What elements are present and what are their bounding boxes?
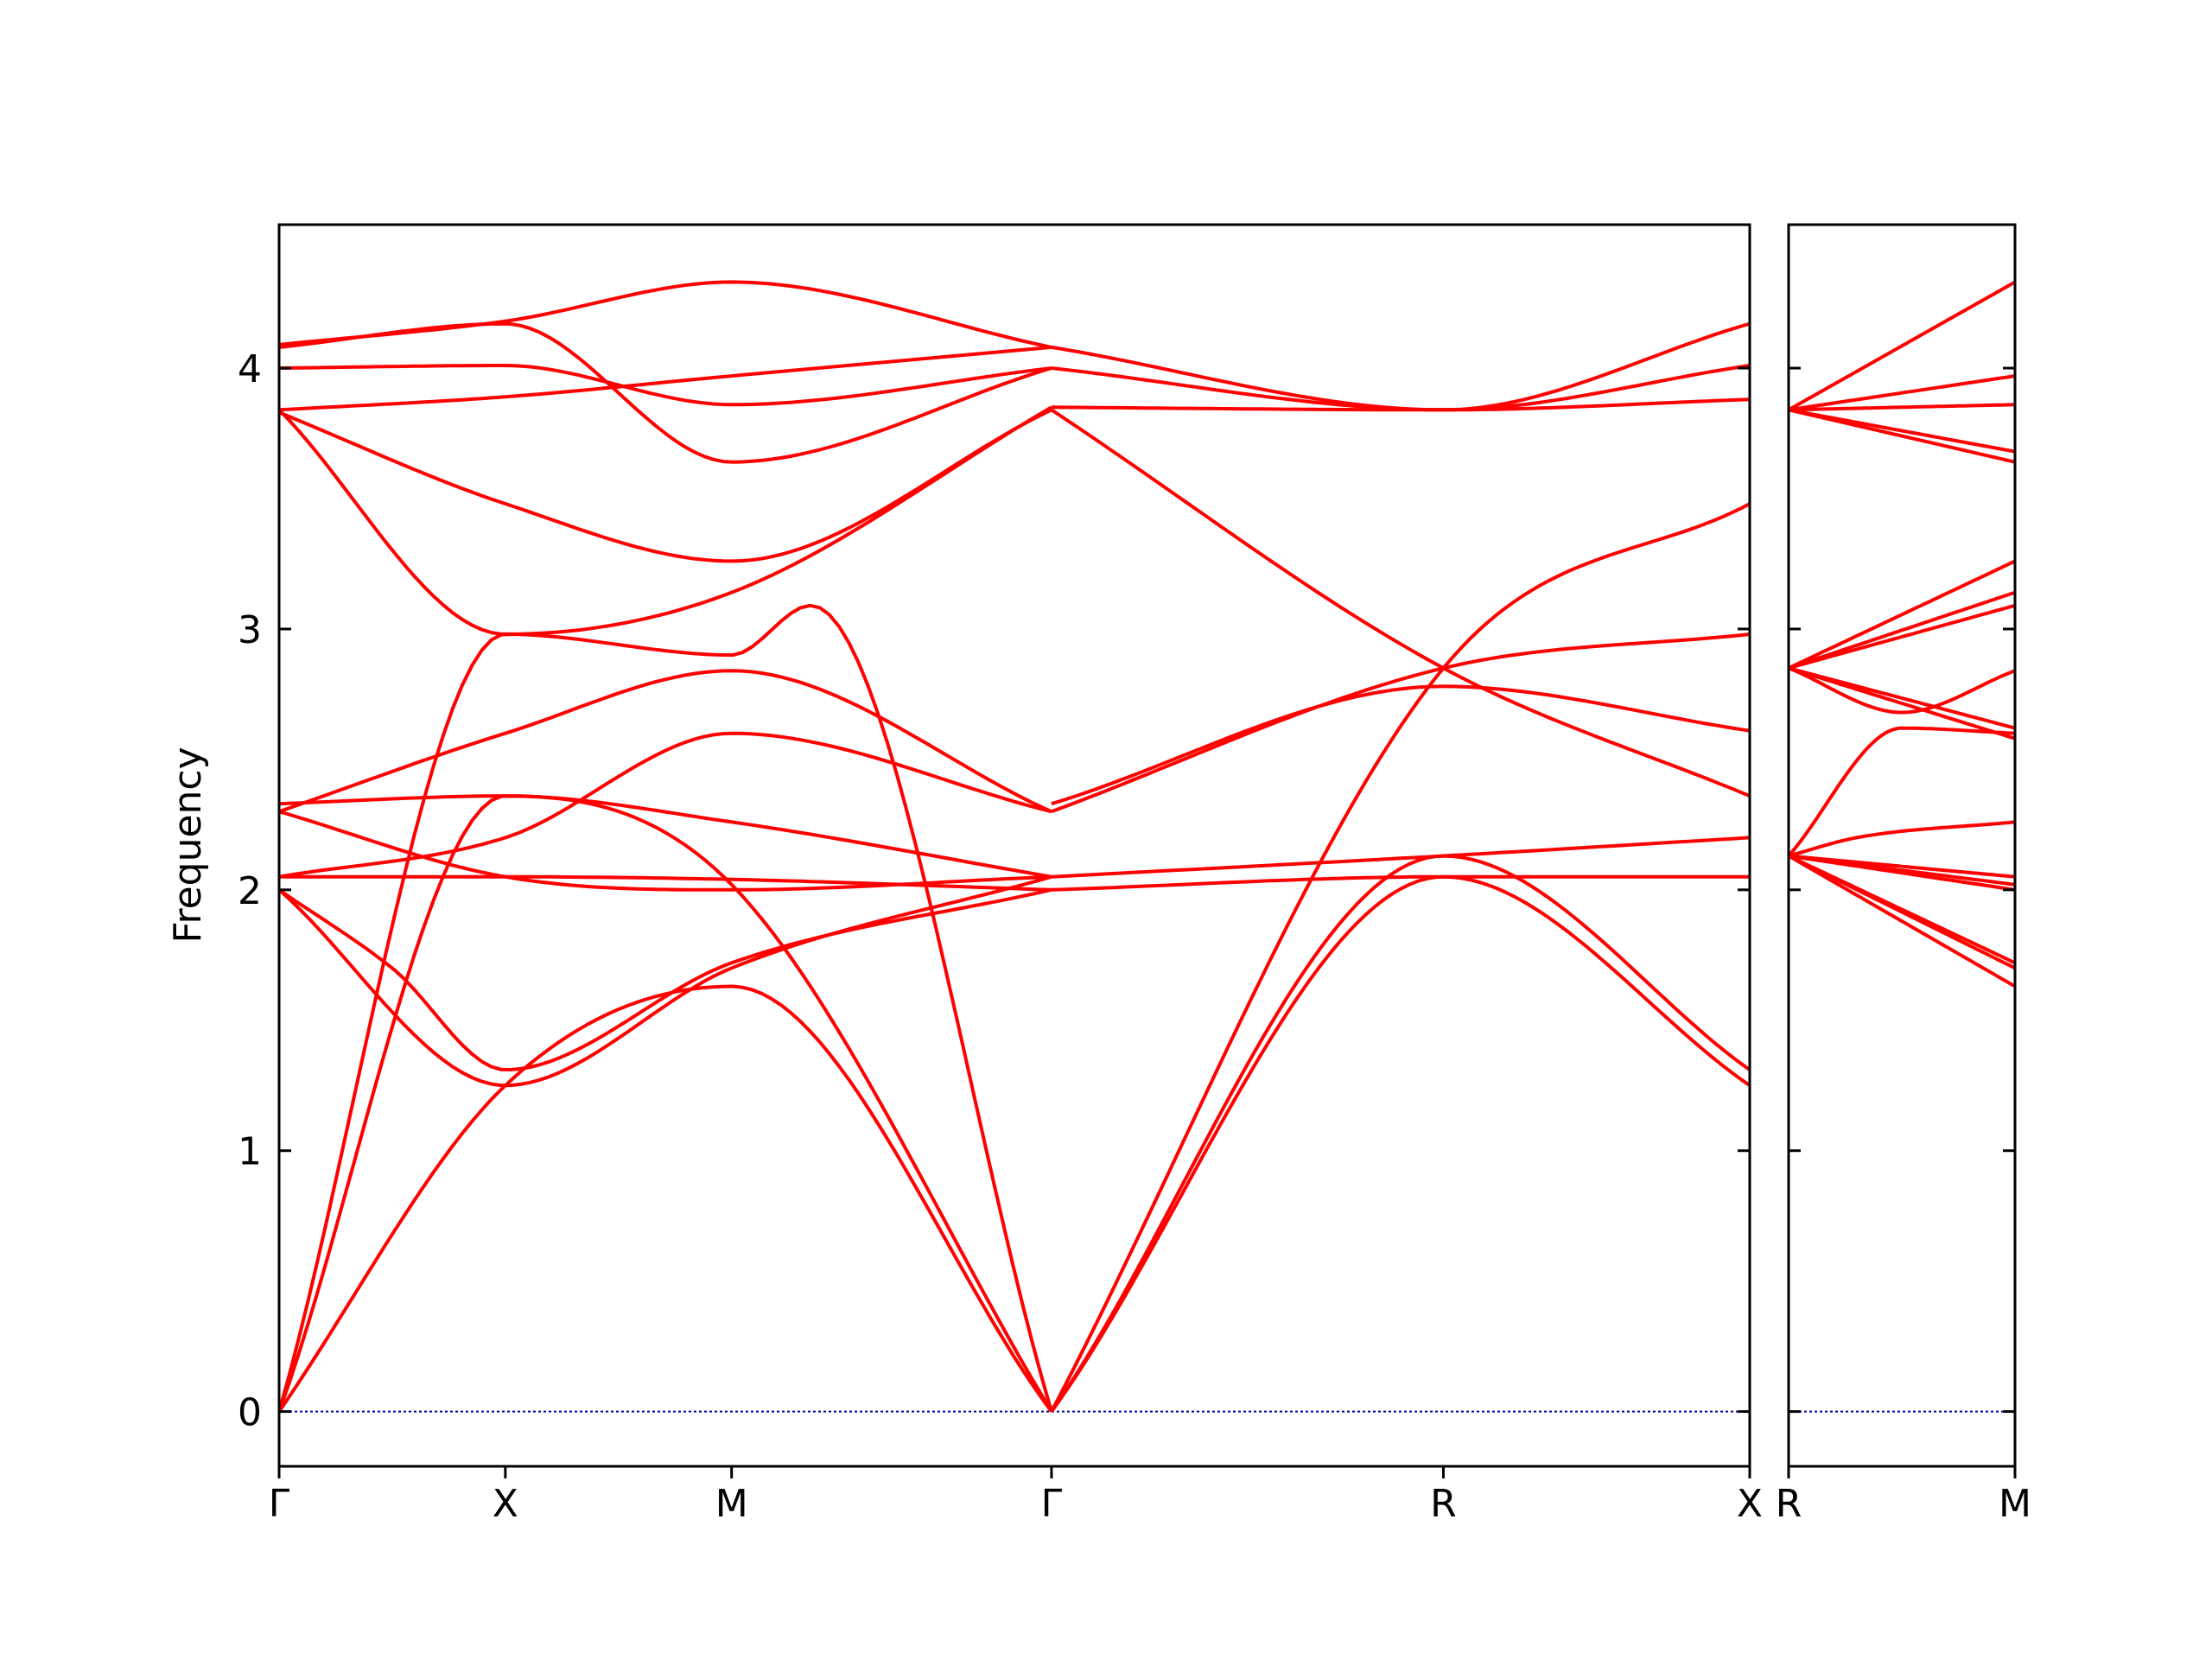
band-line xyxy=(1789,820,2015,858)
main-panel: Γ X M Γ R X 0 1 2 3 4 Frequency xyxy=(166,223,1763,1526)
band-line xyxy=(1050,502,1750,1413)
main-plot-frame xyxy=(277,223,1751,1468)
band-line xyxy=(1051,632,1750,814)
band-line xyxy=(279,984,1053,1413)
band-line xyxy=(279,603,1053,1413)
band-line xyxy=(1051,874,1750,892)
band-line xyxy=(1789,854,2015,965)
band-line xyxy=(1789,603,2015,671)
band-line xyxy=(279,874,1052,1088)
main-ticks xyxy=(277,366,1751,1478)
band-line xyxy=(279,731,1052,879)
band-line xyxy=(279,408,1052,563)
x-tick-label: M xyxy=(715,1482,748,1526)
band-line xyxy=(279,874,1052,892)
band-line xyxy=(1789,374,2015,412)
band-line xyxy=(279,321,1052,464)
y-tick-label: 2 xyxy=(238,869,262,913)
x-tick-label: X xyxy=(1737,1482,1763,1526)
band-line xyxy=(1050,854,1750,1413)
y-tick-labels: 0 1 2 3 4 xyxy=(238,347,262,1435)
y-tick-label: 1 xyxy=(238,1130,262,1174)
y-tick-label: 0 xyxy=(238,1391,262,1435)
band-line xyxy=(279,794,1053,1413)
band-line xyxy=(1051,321,1750,412)
side-ticks xyxy=(1787,366,2017,1478)
side-band-lines xyxy=(1789,280,2015,988)
x-tick-label: X xyxy=(493,1482,518,1526)
y-axis-title: Frequency xyxy=(166,747,210,943)
band-line xyxy=(1050,874,1750,1413)
x-tick-label: Γ xyxy=(269,1482,290,1526)
band-line xyxy=(1789,726,2015,857)
band-line xyxy=(279,669,1052,814)
side-plot-frame xyxy=(1787,223,2017,1468)
band-line xyxy=(1789,403,2015,412)
band-line xyxy=(1050,408,1750,798)
band-line xyxy=(279,887,1052,1071)
band-line xyxy=(1789,559,2015,671)
band-line xyxy=(1789,854,2015,988)
band-line xyxy=(1789,666,2015,741)
band-line xyxy=(279,810,1052,892)
band-line xyxy=(1051,836,1750,879)
band-line xyxy=(1789,590,2015,671)
main-band-lines xyxy=(279,280,1750,1413)
y-tick-label: 3 xyxy=(238,608,262,652)
band-line xyxy=(279,345,1052,412)
band-line xyxy=(279,364,1052,407)
band-line xyxy=(1789,854,2015,879)
x-tick-label: M xyxy=(1999,1482,2031,1526)
band-line xyxy=(1789,280,2015,412)
band-line xyxy=(279,280,1052,349)
band-line xyxy=(1789,408,2015,454)
x-tick-label: Γ xyxy=(1041,1482,1063,1526)
x-tick-label: R xyxy=(1776,1482,1802,1526)
band-line xyxy=(1051,684,1750,806)
band-line xyxy=(279,405,1052,636)
y-tick-label: 4 xyxy=(238,347,262,391)
x-tick-label: R xyxy=(1430,1482,1457,1526)
band-line xyxy=(279,794,1052,879)
band-line xyxy=(1789,666,2015,715)
